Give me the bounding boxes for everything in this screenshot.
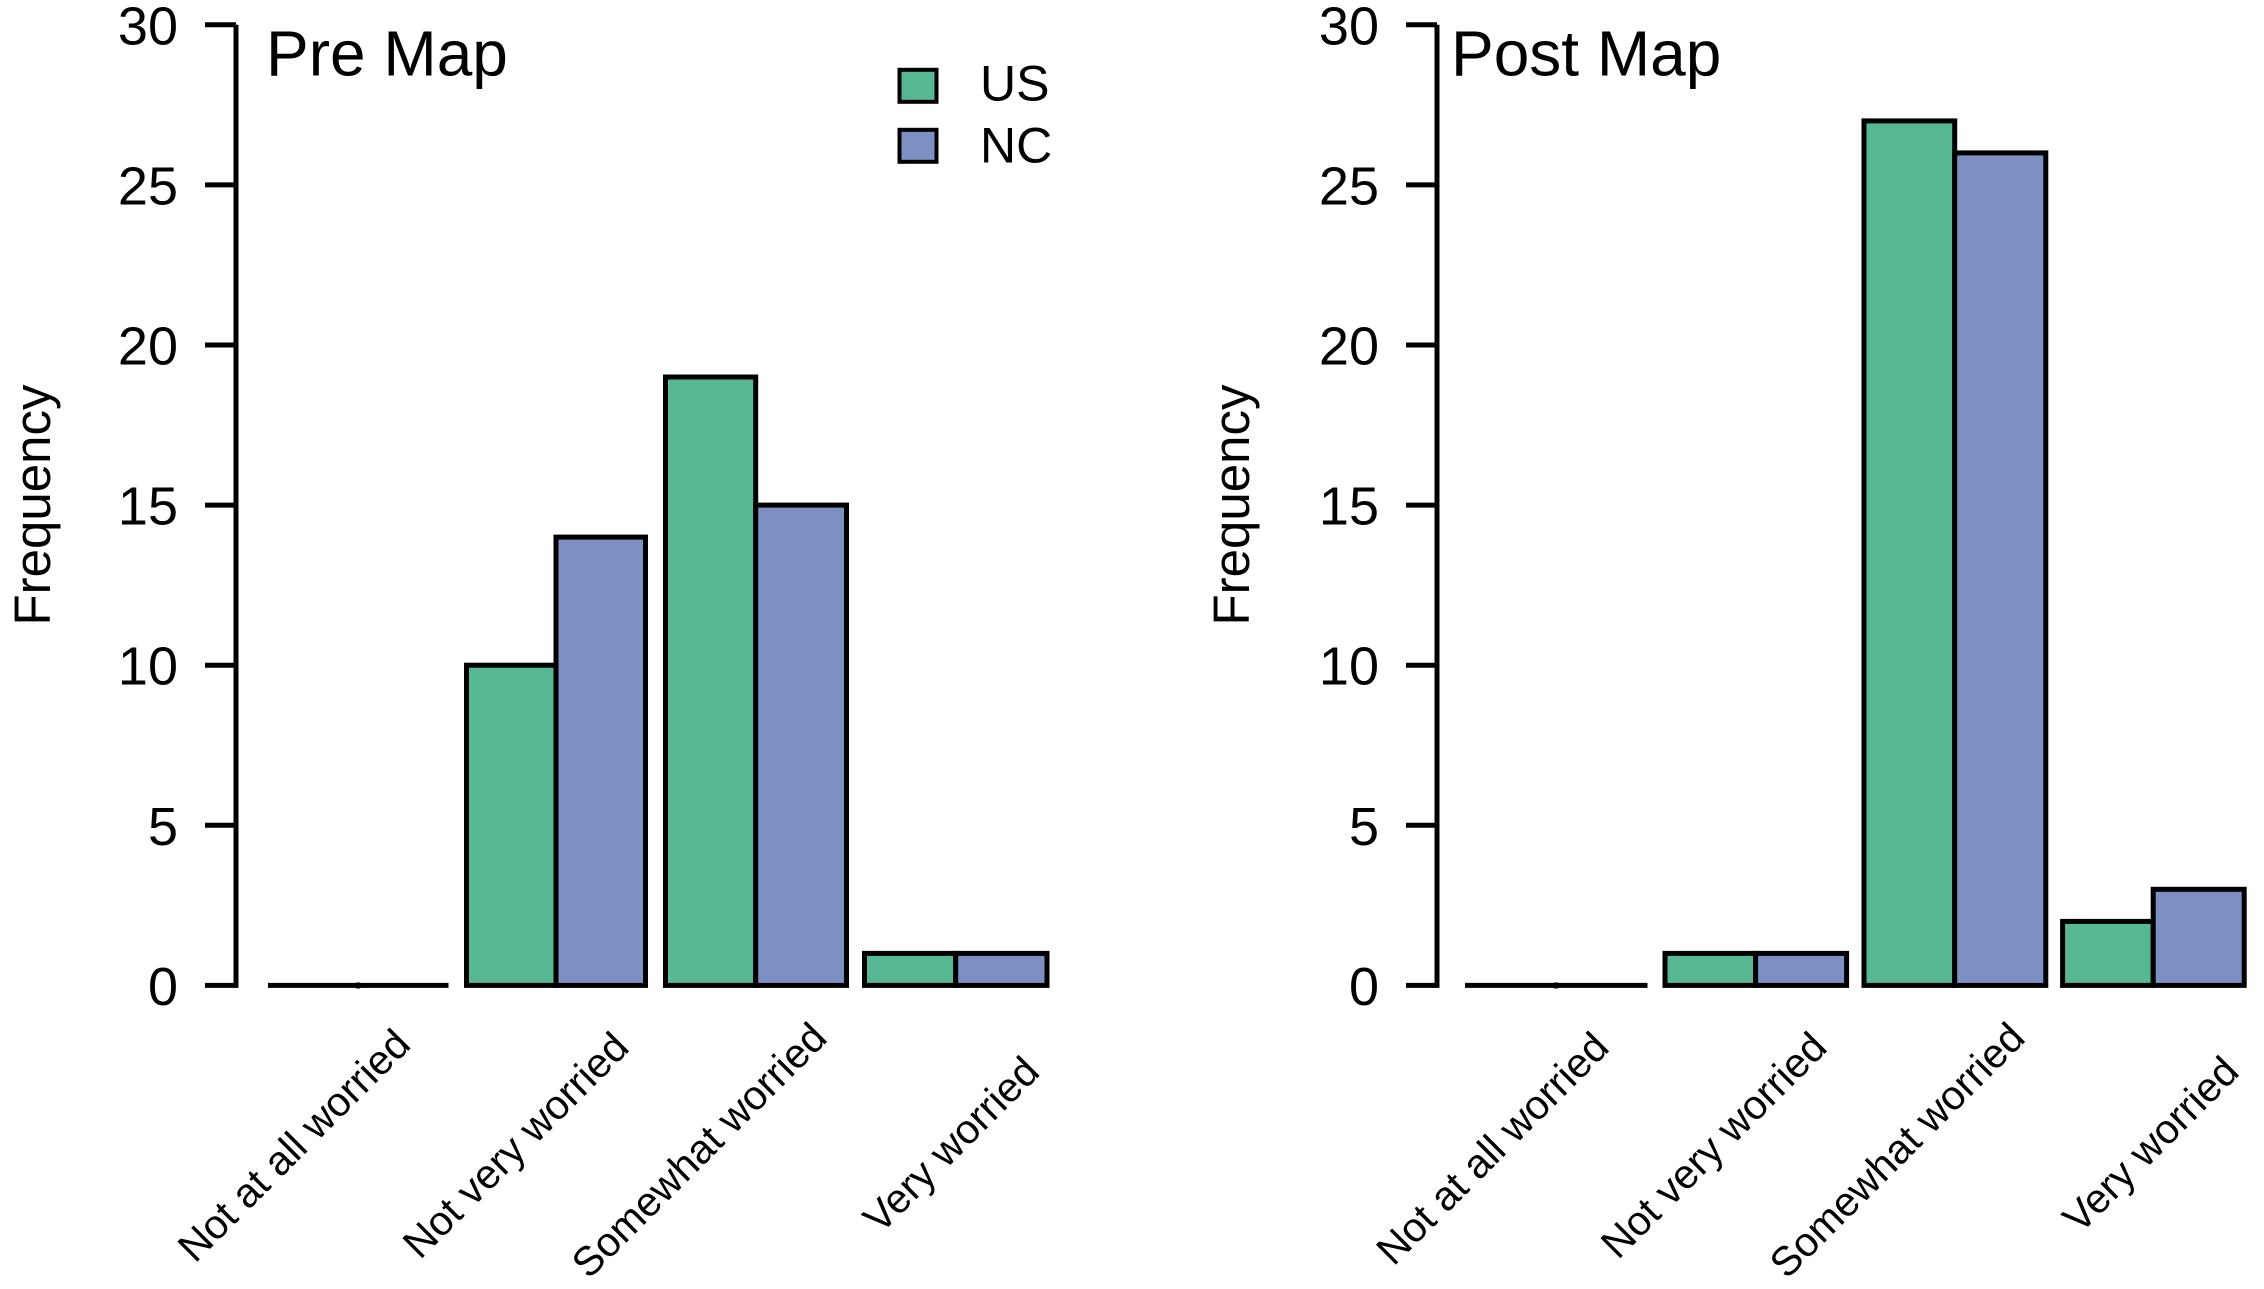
svg-text:5: 5 [1349, 797, 1379, 857]
svg-text:20: 20 [118, 317, 178, 377]
svg-text:25: 25 [1319, 156, 1379, 216]
svg-text:Frequency: Frequency [4, 384, 61, 625]
svg-text:30: 30 [1319, 0, 1379, 56]
svg-text:15: 15 [118, 477, 178, 537]
svg-text:30: 30 [118, 0, 178, 56]
svg-text:10: 10 [1319, 637, 1379, 697]
svg-text:15: 15 [1319, 477, 1379, 537]
svg-text:Post Map: Post Map [1451, 18, 1721, 90]
svg-text:0: 0 [1349, 957, 1379, 1017]
svg-text:NC: NC [980, 118, 1052, 174]
svg-text:20: 20 [1319, 317, 1379, 377]
svg-text:10: 10 [118, 637, 178, 697]
svg-text:Frequency: Frequency [1203, 384, 1260, 625]
svg-text:25: 25 [118, 156, 178, 216]
svg-text:Pre Map: Pre Map [266, 18, 508, 90]
svg-text:US: US [980, 55, 1049, 111]
svg-text:0: 0 [148, 957, 178, 1017]
svg-text:5: 5 [148, 797, 178, 857]
